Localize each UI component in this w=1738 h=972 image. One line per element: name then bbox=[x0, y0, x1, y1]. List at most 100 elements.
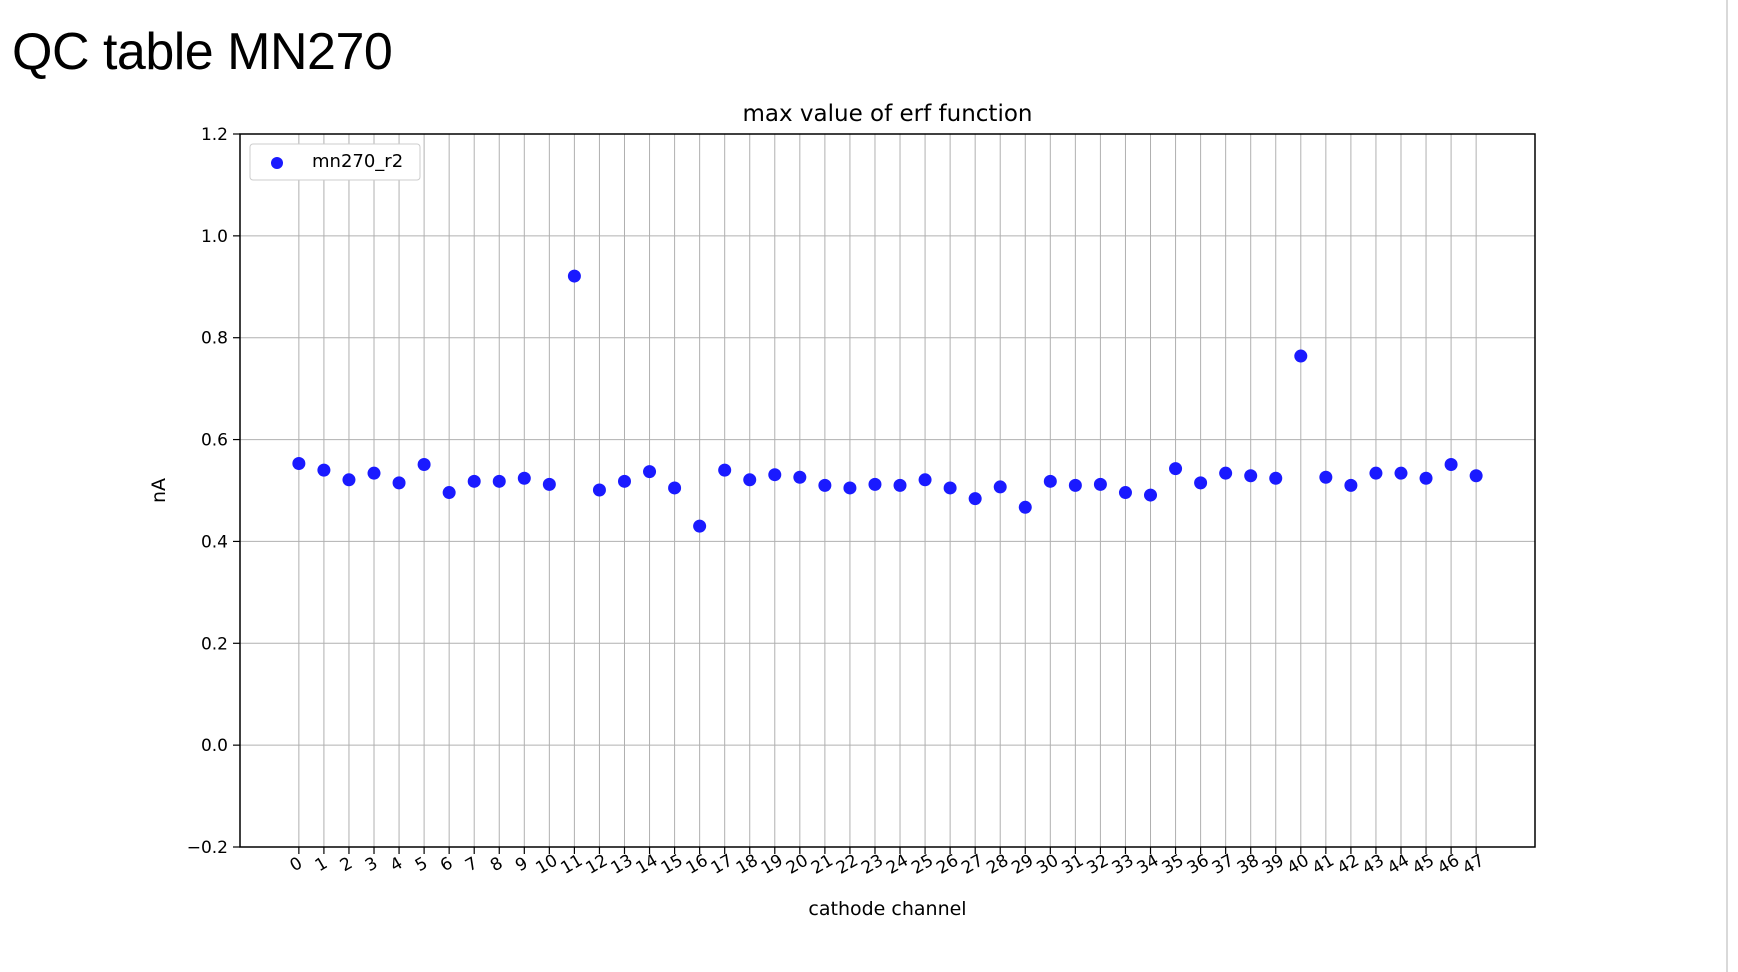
data-point bbox=[818, 478, 832, 492]
data-point bbox=[1419, 471, 1433, 485]
x-tick-label: 36 bbox=[1184, 851, 1213, 879]
x-tick-label: 15 bbox=[658, 851, 687, 879]
x-tick-label: 47 bbox=[1459, 851, 1488, 879]
data-point bbox=[693, 519, 707, 533]
x-axis-ticks: 0 1 2 3 4 5 6 7 8 9 101112131415161718192021222324… bbox=[287, 847, 1488, 879]
y-tick-label: −0.2 bbox=[187, 838, 228, 858]
data-point bbox=[417, 458, 431, 472]
slide-title: QC table MN270 bbox=[12, 23, 393, 81]
x-tick-label: 13 bbox=[608, 851, 637, 879]
x-tick-label: 34 bbox=[1134, 851, 1163, 879]
data-point bbox=[668, 481, 682, 495]
x-tick-label: 19 bbox=[758, 851, 787, 879]
data-point bbox=[943, 481, 957, 495]
x-tick-label: 3 bbox=[362, 853, 381, 876]
y-tick-label: 0.6 bbox=[201, 431, 228, 451]
data-point bbox=[1043, 474, 1057, 488]
data-point bbox=[542, 477, 556, 491]
data-point bbox=[517, 471, 531, 485]
data-point bbox=[392, 476, 406, 490]
data-point bbox=[993, 480, 1007, 494]
x-tick-label: 7 bbox=[462, 853, 481, 876]
x-tick-label: 32 bbox=[1084, 851, 1113, 879]
x-tick-label: 4 bbox=[387, 853, 406, 876]
data-point bbox=[367, 466, 381, 480]
x-axis-label: cathode channel bbox=[808, 898, 966, 920]
data-point bbox=[1269, 471, 1283, 485]
data-point bbox=[1244, 469, 1258, 483]
x-tick-label: 28 bbox=[983, 851, 1012, 879]
y-tick-label: 0.2 bbox=[201, 634, 228, 654]
data-point bbox=[1369, 466, 1383, 480]
data-point bbox=[467, 474, 481, 488]
chart-title: max value of erf function bbox=[742, 101, 1032, 127]
x-tick-label: 43 bbox=[1359, 851, 1388, 879]
data-point bbox=[1169, 462, 1183, 476]
data-point bbox=[492, 474, 506, 488]
data-point bbox=[718, 463, 732, 477]
x-tick-label: 41 bbox=[1309, 851, 1338, 879]
x-tick-label: 12 bbox=[583, 851, 612, 879]
x-tick-label: 44 bbox=[1384, 851, 1413, 879]
data-point bbox=[843, 481, 857, 495]
data-point bbox=[1018, 500, 1032, 514]
data-point bbox=[1068, 478, 1082, 492]
data-point bbox=[743, 473, 757, 487]
plot-frame bbox=[239, 133, 1536, 848]
data-point bbox=[442, 486, 456, 500]
y-tick-label: 1.2 bbox=[201, 125, 228, 145]
x-tick-label: 10 bbox=[532, 851, 561, 879]
x-tick-label: 2 bbox=[337, 853, 356, 876]
data-point bbox=[1194, 476, 1208, 490]
data-point bbox=[1294, 349, 1308, 363]
x-tick-label: 5 bbox=[412, 853, 431, 876]
x-tick-label: 37 bbox=[1209, 851, 1238, 879]
x-tick-label: 33 bbox=[1109, 851, 1138, 879]
x-tick-label: 29 bbox=[1008, 851, 1037, 879]
y-axis-ticks: −0.2 0.0 0.2 0.4 0.6 0.8 1.0 1.2 bbox=[187, 125, 240, 858]
x-tick-label: 20 bbox=[783, 851, 812, 879]
data-point bbox=[617, 474, 631, 488]
x-tick-label: 11 bbox=[558, 851, 587, 879]
x-tick-label: 18 bbox=[733, 851, 762, 879]
data-point bbox=[1394, 466, 1408, 480]
data-points bbox=[292, 269, 1483, 533]
x-tick-label: 6 bbox=[437, 853, 456, 876]
grid-lines bbox=[240, 133, 1535, 848]
data-point bbox=[968, 492, 982, 506]
x-tick-label: 22 bbox=[833, 851, 862, 879]
data-point bbox=[1469, 469, 1483, 483]
legend-label: mn270_r2 bbox=[312, 151, 403, 172]
data-point bbox=[567, 269, 581, 283]
data-point bbox=[1344, 478, 1358, 492]
data-point bbox=[1444, 458, 1458, 472]
data-point bbox=[1219, 466, 1233, 480]
data-point bbox=[1093, 477, 1107, 491]
x-tick-label: 23 bbox=[858, 851, 887, 879]
data-point bbox=[868, 477, 882, 491]
x-tick-label: 24 bbox=[883, 851, 912, 879]
x-tick-label: 17 bbox=[708, 851, 737, 879]
x-tick-label: 38 bbox=[1234, 851, 1263, 879]
data-point bbox=[592, 483, 606, 497]
slide-edge-divider bbox=[1726, 0, 1728, 972]
x-tick-label: 21 bbox=[808, 851, 837, 879]
x-tick-label: 1 bbox=[312, 853, 331, 876]
data-point bbox=[1118, 486, 1132, 500]
y-axis-label: nA bbox=[148, 478, 170, 503]
x-tick-label: 26 bbox=[933, 851, 962, 879]
x-tick-label: 35 bbox=[1159, 851, 1188, 879]
x-tick-label: 27 bbox=[958, 851, 987, 879]
data-point bbox=[342, 473, 356, 487]
x-tick-label: 14 bbox=[633, 851, 662, 879]
x-tick-label: 45 bbox=[1409, 851, 1438, 879]
chart-legend: mn270_r2 bbox=[249, 143, 421, 181]
legend-marker bbox=[271, 157, 283, 169]
y-tick-label: 0.0 bbox=[201, 736, 228, 756]
x-tick-label: 25 bbox=[908, 851, 937, 879]
y-tick-label: 0.8 bbox=[201, 329, 228, 349]
data-point bbox=[1319, 470, 1333, 484]
x-tick-label: 39 bbox=[1259, 851, 1288, 879]
